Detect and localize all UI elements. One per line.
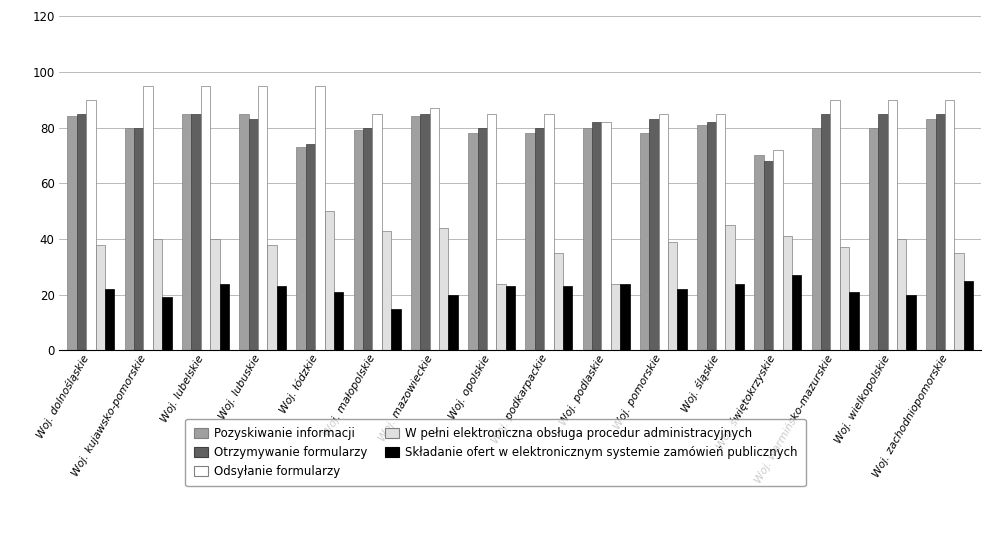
Bar [182, 114, 191, 350]
Legend: Pozyskiwanie informacji, Otrzymywanie formularzy, Odsyłanie formularzy, W pełni : Pozyskiwanie informacji, Otrzymywanie fo… [185, 419, 806, 486]
Bar [391, 308, 400, 350]
Bar [821, 114, 830, 350]
Bar [583, 128, 592, 350]
Bar [839, 247, 849, 350]
Bar [315, 86, 325, 350]
Bar [496, 284, 505, 350]
Bar [954, 253, 963, 350]
Bar [897, 239, 907, 350]
Bar [888, 100, 897, 350]
Bar [773, 150, 783, 350]
Bar [144, 86, 153, 350]
Bar [449, 295, 458, 350]
Bar [764, 161, 773, 350]
Bar [678, 289, 687, 350]
Bar [754, 155, 764, 350]
Bar [363, 128, 373, 350]
Bar [210, 239, 220, 350]
Bar [430, 108, 439, 350]
Bar [592, 122, 602, 350]
Bar [134, 128, 144, 350]
Bar [936, 114, 944, 350]
Bar [411, 116, 420, 350]
Bar [944, 100, 954, 350]
Bar [620, 284, 629, 350]
Bar [554, 253, 563, 350]
Bar [649, 119, 659, 350]
Bar [249, 119, 258, 350]
Bar [325, 211, 334, 350]
Bar [163, 298, 171, 350]
Bar [125, 128, 134, 350]
Bar [258, 86, 268, 350]
Bar [67, 116, 77, 350]
Bar [563, 286, 573, 350]
Bar [306, 144, 315, 350]
Bar [86, 100, 96, 350]
Bar [707, 122, 716, 350]
Bar [544, 114, 554, 350]
Bar [830, 100, 839, 350]
Bar [354, 130, 363, 350]
Bar [783, 236, 792, 350]
Bar [420, 114, 430, 350]
Bar [659, 114, 668, 350]
Bar [276, 286, 286, 350]
Bar [849, 292, 858, 350]
Bar [734, 284, 744, 350]
Bar [153, 239, 163, 350]
Bar [640, 133, 649, 350]
Bar [812, 128, 821, 350]
Bar [296, 147, 306, 350]
Bar [602, 122, 610, 350]
Bar [525, 133, 535, 350]
Bar [963, 281, 973, 350]
Bar [725, 225, 734, 350]
Bar [869, 128, 878, 350]
Bar [220, 284, 229, 350]
Bar [468, 133, 478, 350]
Bar [610, 284, 620, 350]
Bar [668, 241, 678, 350]
Bar [373, 114, 382, 350]
Bar [77, 114, 86, 350]
Bar [487, 114, 496, 350]
Bar [439, 228, 449, 350]
Bar [792, 275, 802, 350]
Bar [268, 245, 276, 350]
Bar [334, 292, 344, 350]
Bar [382, 231, 391, 350]
Bar [716, 114, 725, 350]
Bar [505, 286, 515, 350]
Bar [478, 128, 487, 350]
Bar [907, 295, 916, 350]
Bar [878, 114, 888, 350]
Bar [535, 128, 544, 350]
Bar [96, 245, 105, 350]
Bar [105, 289, 114, 350]
Bar [239, 114, 249, 350]
Bar [927, 119, 936, 350]
Bar [201, 86, 210, 350]
Bar [697, 125, 707, 350]
Bar [191, 114, 201, 350]
